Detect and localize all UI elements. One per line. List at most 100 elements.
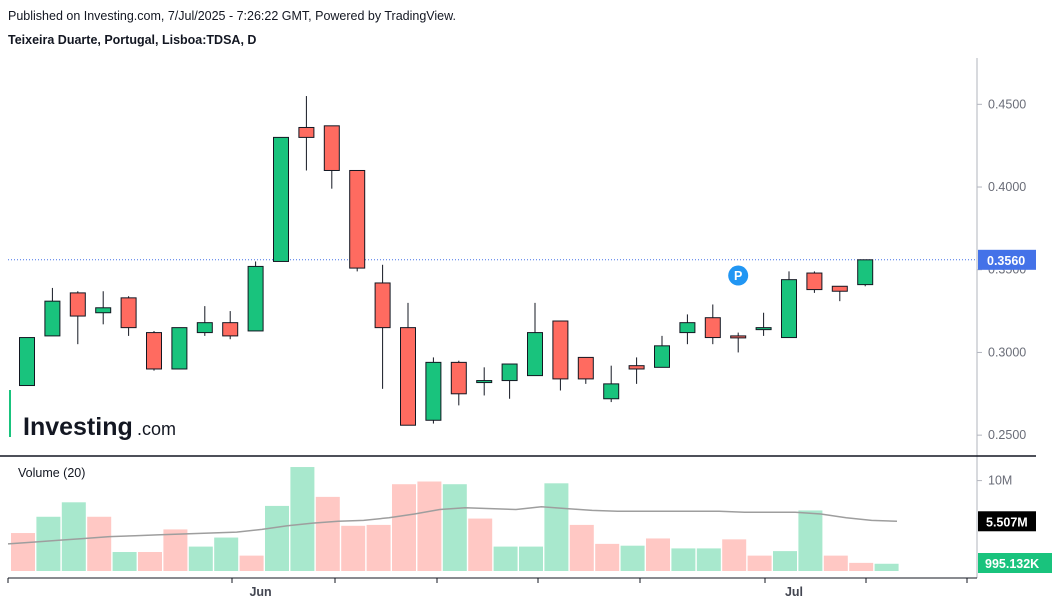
candle-body bbox=[196, 322, 213, 334]
candle bbox=[603, 365, 620, 403]
volume-bar bbox=[341, 525, 366, 571]
volume-bar bbox=[468, 518, 493, 571]
candle bbox=[628, 357, 645, 384]
price-tick-label: 0.4000 bbox=[988, 180, 1026, 194]
volume-bar bbox=[11, 533, 35, 571]
volume-last-badge: 995.132K bbox=[978, 553, 1052, 573]
volume-bar bbox=[138, 552, 162, 571]
candle-body bbox=[323, 125, 340, 171]
candle-body bbox=[476, 380, 493, 384]
volume-bar bbox=[569, 524, 594, 571]
candle-body bbox=[628, 365, 645, 370]
volume-bar bbox=[163, 529, 188, 571]
candle bbox=[501, 363, 518, 399]
candle-body bbox=[450, 361, 467, 395]
candle-body bbox=[374, 282, 391, 329]
candle-body bbox=[577, 356, 594, 380]
volume-bar bbox=[188, 546, 213, 571]
candle bbox=[857, 259, 874, 287]
candle-body bbox=[400, 327, 416, 426]
candle bbox=[120, 296, 137, 336]
volume-bar bbox=[823, 555, 848, 571]
volume-bar bbox=[595, 543, 620, 571]
candle-body bbox=[298, 126, 315, 138]
price-tick-label: 0.4500 bbox=[988, 97, 1026, 111]
volume-ma-badge-label: 5.507M bbox=[986, 515, 1028, 529]
candle-body bbox=[349, 169, 366, 269]
last-price-badge-bg bbox=[978, 249, 1036, 270]
volume-bar bbox=[747, 555, 772, 571]
time-tick-label: Jul bbox=[785, 585, 803, 599]
candle-body bbox=[781, 279, 797, 339]
candle bbox=[527, 302, 543, 377]
candle-body bbox=[146, 332, 162, 370]
volume-bar bbox=[442, 484, 467, 571]
candle-body bbox=[552, 320, 569, 380]
candle bbox=[781, 271, 797, 339]
volume-bar bbox=[315, 496, 340, 571]
volume-tick-label: 10M bbox=[988, 474, 1012, 488]
volume-ma-badge-bg bbox=[978, 511, 1036, 532]
volume-bar bbox=[112, 552, 137, 571]
logo-word: Investing bbox=[23, 413, 133, 441]
last-price-badge: 0.3560 bbox=[978, 249, 1036, 270]
candle bbox=[679, 314, 696, 345]
investing-logo: Investing .com bbox=[9, 390, 176, 441]
candle-body bbox=[831, 285, 848, 292]
candle bbox=[831, 285, 848, 302]
candle bbox=[730, 332, 747, 353]
candle bbox=[349, 169, 366, 272]
volume-bar bbox=[773, 551, 797, 571]
volume-bar bbox=[417, 481, 442, 571]
volume-bar bbox=[87, 516, 112, 571]
volume-bar bbox=[265, 505, 289, 571]
candle bbox=[171, 327, 188, 370]
instrument-title: Teixeira Duarte, Portugal, Lisboa:TDSA, … bbox=[8, 33, 257, 47]
volume-last-badge-label: 995.132K bbox=[985, 557, 1039, 571]
candle-body bbox=[95, 307, 112, 314]
candle-body bbox=[171, 327, 188, 370]
volume-bar bbox=[722, 539, 747, 571]
volume-bar bbox=[849, 562, 874, 571]
candle-body bbox=[19, 337, 35, 387]
candle-body bbox=[501, 363, 518, 382]
logo-suffix: .com bbox=[137, 419, 176, 439]
candle-body bbox=[247, 265, 264, 332]
candle bbox=[577, 356, 594, 384]
candle-body bbox=[425, 361, 442, 421]
candle bbox=[95, 291, 112, 325]
candle-body bbox=[69, 292, 86, 317]
candle-body bbox=[679, 322, 696, 334]
volume-bar bbox=[214, 537, 239, 571]
volume-ma-badge: 5.507M bbox=[978, 511, 1036, 532]
volume-bar bbox=[36, 516, 61, 571]
candle bbox=[654, 335, 670, 368]
candle bbox=[552, 320, 569, 391]
volume-bar bbox=[519, 546, 543, 571]
volume-bar bbox=[61, 502, 86, 571]
candle bbox=[755, 312, 772, 336]
candle bbox=[450, 360, 467, 406]
event-marker-circle bbox=[728, 265, 749, 286]
published-line: Published on Investing.com, 7/Jul/2025 -… bbox=[8, 9, 456, 23]
candle bbox=[44, 287, 61, 337]
volume-bar bbox=[646, 538, 670, 571]
volume-bar bbox=[696, 548, 721, 571]
volume-bar bbox=[620, 545, 645, 571]
volume-bar bbox=[493, 546, 518, 571]
candle bbox=[273, 136, 289, 262]
volume-bar bbox=[366, 524, 391, 571]
event-marker-label: P bbox=[734, 269, 742, 283]
volume-bar bbox=[239, 555, 264, 571]
candle bbox=[323, 125, 340, 189]
candle-body bbox=[120, 297, 137, 329]
volume-bar bbox=[290, 467, 315, 571]
candle bbox=[704, 304, 721, 345]
volume-bar bbox=[671, 548, 696, 571]
volume-bar bbox=[392, 484, 416, 571]
candle bbox=[247, 261, 264, 332]
candle bbox=[222, 311, 239, 340]
candle-body bbox=[857, 259, 874, 286]
event-marker: P bbox=[728, 265, 749, 286]
price-tick-label: 0.3000 bbox=[988, 345, 1026, 359]
